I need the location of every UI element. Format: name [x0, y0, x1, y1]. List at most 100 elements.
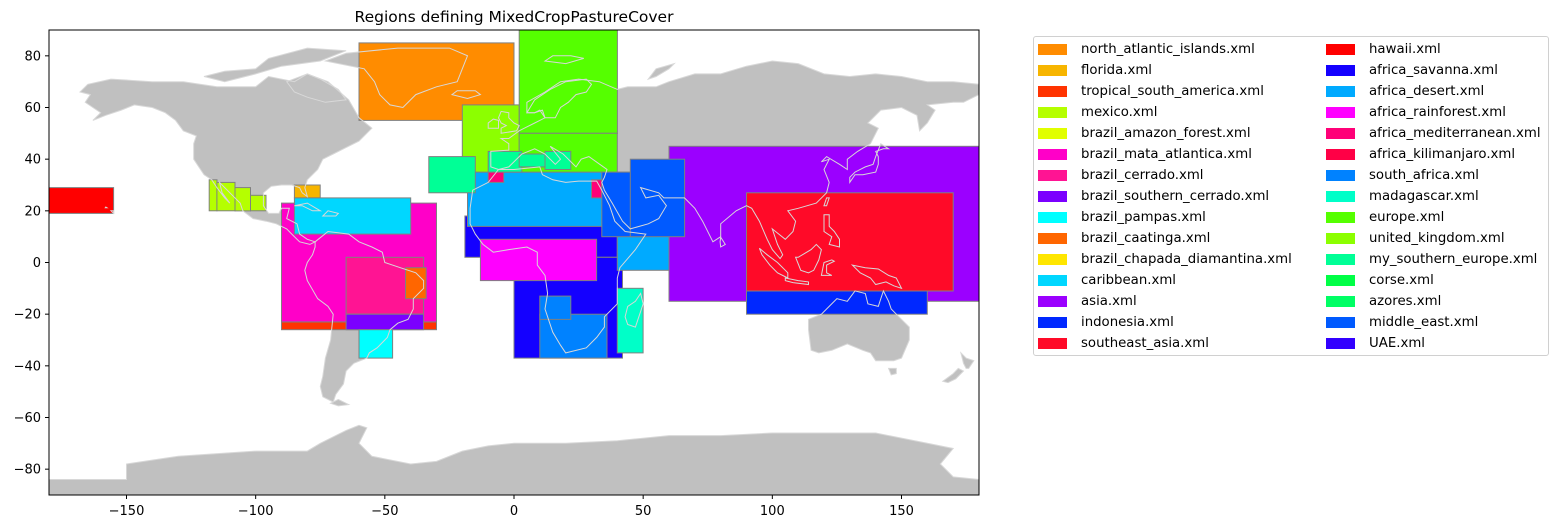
legend-swatch: [1326, 233, 1355, 244]
region-madagascar: [616, 287, 644, 354]
legend-swatch: [1326, 212, 1355, 223]
region-caribbean: [293, 197, 412, 235]
region-my-southern-europe-1: [428, 156, 476, 194]
legend-swatch: [1038, 338, 1067, 349]
coastline-madagascar: [624, 292, 644, 328]
land-nz-south: [942, 368, 964, 383]
legend-swatch: [1038, 170, 1067, 181]
land-north-america: [80, 73, 372, 245]
y-tick-label: 60: [24, 101, 41, 116]
coastlines: [49, 47, 979, 495]
legend-label: brazil_caatinga.xml: [1081, 231, 1211, 246]
legend-swatch: [1326, 44, 1355, 55]
coastline-hawaii1: [109, 210, 115, 215]
coastline-japan: [849, 142, 891, 185]
coastline-antarctica: [49, 424, 979, 495]
legend-label: europe.xml: [1369, 210, 1445, 225]
legend-label: brazil_mata_atlantica.xml: [1081, 147, 1252, 162]
x-tick-label: −100: [238, 504, 274, 519]
land-arctic-islands: [204, 48, 347, 82]
x-tick-label: −150: [109, 504, 145, 519]
legend-label: africa_kilimanjaro.xml: [1369, 147, 1516, 162]
coastline-north-america: [79, 73, 373, 245]
legend-swatch: [1326, 128, 1355, 139]
legend-label: africa_rainforest.xml: [1369, 105, 1506, 120]
coastline-africa: [469, 166, 647, 354]
y-tick-label: 0: [33, 256, 41, 271]
coastline-eurasia: [490, 60, 979, 260]
coastline-sulawesi: [820, 259, 836, 276]
region-mexico-1: [208, 179, 218, 212]
legend-label: UAE.xml: [1369, 336, 1425, 351]
region-brazil-pampas: [358, 329, 394, 359]
legend-swatch: [1038, 107, 1067, 118]
legend-label: my_southern_europe.xml: [1369, 252, 1538, 267]
legend-swatch: [1326, 170, 1355, 181]
legend-swatch: [1326, 275, 1355, 286]
coastline-baffin: [285, 73, 348, 103]
legend-swatch: [1038, 212, 1067, 223]
legend-swatch: [1326, 191, 1355, 202]
land-tasmania: [888, 368, 897, 375]
legend-label: mexico.xml: [1081, 105, 1158, 120]
coastline-arctic-islands: [203, 47, 347, 83]
legend-label: africa_savanna.xml: [1369, 63, 1498, 78]
region-africa-mediterranean-2: [591, 179, 603, 199]
x-tick-label: 100: [760, 504, 785, 519]
legend-label: brazil_southern_cerrado.xml: [1081, 189, 1270, 204]
coastline-taiwan: [823, 197, 830, 207]
land-antarctica: [49, 425, 979, 495]
coastline-britain: [497, 110, 520, 134]
legend-swatch: [1038, 86, 1067, 97]
legend-label: south_africa.xml: [1369, 168, 1479, 183]
legend-swatch: [1326, 107, 1355, 118]
legend-swatch: [1038, 65, 1067, 76]
coastline-svalbard: [543, 55, 584, 65]
coastline-java: [784, 277, 809, 286]
legend-swatch: [1038, 275, 1067, 286]
legend-label: united_kingdom.xml: [1369, 231, 1505, 246]
coastline-iceland: [450, 90, 482, 100]
legend-swatch: [1326, 338, 1355, 349]
coastline-novaya: [646, 62, 676, 81]
coastline-borneo: [794, 243, 822, 274]
coastline-nz-south: [941, 367, 965, 384]
coastline-scandinavia: [526, 78, 593, 119]
legend-label: brazil_chapada_diamantina.xml: [1081, 252, 1292, 267]
legend-label: brazil_pampas.xml: [1081, 210, 1206, 225]
coastline-australia: [808, 289, 910, 362]
legend-label: north_atlantic_islands.xml: [1081, 42, 1255, 57]
legend-swatch: [1326, 86, 1355, 97]
legend-label: asia.xml: [1081, 294, 1137, 309]
legend-label: corse.xml: [1369, 273, 1434, 288]
region-hawaii: [49, 187, 115, 214]
y-tick-label: 40: [24, 153, 41, 168]
coastline-philippines: [823, 214, 840, 248]
legend-label: tropical_south_america.xml: [1081, 84, 1264, 99]
legend-swatch: [1038, 149, 1067, 160]
coastline-nz-north: [959, 351, 975, 369]
region-brazil-southern-cerrado: [345, 313, 425, 331]
x-tick-label: 50: [635, 504, 652, 519]
coastline-sri-lanka: [719, 235, 727, 248]
y-tick-label: 80: [24, 49, 41, 64]
x-tick-label: 150: [889, 504, 914, 519]
legend-label: azores.xml: [1369, 294, 1442, 309]
coastline-ireland: [487, 118, 499, 129]
region-indonesia: [746, 290, 928, 315]
coastline-hispaniola: [321, 210, 340, 217]
legend: north_atlantic_islands.xml florida.xml tro…: [1033, 36, 1549, 356]
legend-label: hawaii.xml: [1369, 42, 1441, 57]
coastline-tasmania: [887, 367, 897, 376]
y-axis: −80 −60 −40 −20 0 20 40 60 80: [14, 49, 49, 478]
legend-swatch: [1038, 317, 1067, 328]
coastline-greenland: [323, 47, 469, 109]
y-tick-label: −80: [14, 463, 41, 478]
region-my-southern-europe-3: [518, 153, 546, 168]
legend-swatch: [1038, 254, 1067, 265]
legend-swatch: [1038, 233, 1067, 244]
coastline-tierra: [329, 398, 351, 407]
legend-label: southeast_asia.xml: [1081, 336, 1209, 351]
legend-swatch: [1038, 44, 1067, 55]
